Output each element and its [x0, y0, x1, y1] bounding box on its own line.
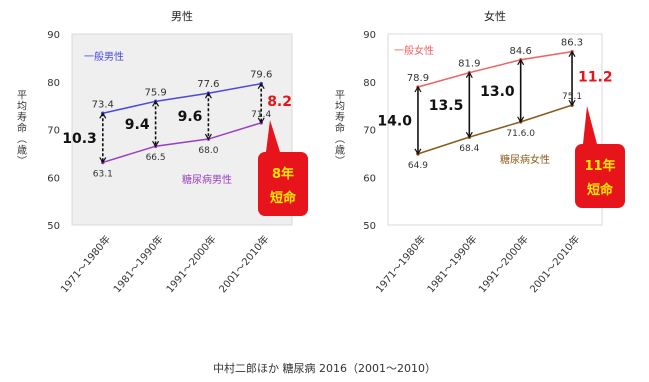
female-series-line-diabetes: [417, 104, 573, 155]
female-gap-arrowhead-top: [465, 71, 473, 78]
male-x-tick-label: 1981〜1990年: [110, 233, 166, 296]
female-gap-arrowhead-top: [414, 85, 422, 93]
male-y-tick-label: 50: [47, 221, 60, 232]
female-x-tick-label: 2001〜2010年: [527, 233, 583, 296]
male-series-label: 糖尿病男性: [182, 173, 232, 186]
male-series-label: 一般男性: [84, 50, 124, 63]
male-callout-box: [258, 152, 308, 216]
male-x-tick-label: 1971〜1980年: [58, 233, 114, 296]
female-bottom-value-label: 71.6.0: [506, 129, 535, 139]
male-gap-value-last: 8.2: [267, 94, 292, 110]
male-callout-shortened: 短命: [270, 190, 297, 206]
female-gap-value: 13.5: [429, 98, 464, 114]
female-gap-arrowhead-top: [568, 50, 576, 57]
male-y-tick-label: 60: [47, 173, 60, 184]
male-x-tick-label: 1991〜2000年: [163, 233, 219, 296]
female-callout-box: [575, 144, 625, 208]
male-callout-years: 8年: [272, 166, 294, 182]
female-series-label: 糖尿病女性: [500, 153, 550, 166]
female-gap-arrowhead-bottom: [465, 131, 473, 139]
female-gap-value: 14.0: [377, 113, 412, 129]
male-y-axis-label: 平均寿命（歳）: [15, 90, 27, 167]
female-callout-pointer: [583, 106, 597, 144]
female-gap-value-last: 11.2: [578, 69, 613, 85]
male-gap-value: 9.4: [125, 117, 150, 133]
female-x-tick-label: 1981〜1990年: [424, 233, 480, 296]
male-callout-pointer: [266, 120, 280, 152]
male-gap-value: 9.6: [178, 109, 203, 125]
male-bottom-value-label: 63.1: [93, 169, 113, 179]
male-y-tick-label: 80: [47, 78, 60, 89]
female-gap-arrowhead-bottom: [568, 99, 576, 107]
male-plot-area: [71, 33, 293, 226]
male-gap-arrowhead-bottom: [152, 140, 160, 148]
female-series-line-general: [417, 50, 573, 88]
male-top-value-label: 77.6: [197, 79, 219, 90]
female-gap-arrowhead-bottom: [414, 148, 422, 156]
male-y-tick-label: 90: [47, 30, 60, 41]
female-y-axis-label: 平均寿命（歳）: [333, 90, 345, 167]
male-gap-value: 10.3: [62, 131, 97, 147]
male-chart-title: 男性: [171, 9, 193, 23]
female-gap-value: 13.0: [480, 84, 515, 100]
female-x-tick-label: 1971〜1980年: [373, 233, 429, 296]
female-gap-arrowhead-top: [517, 58, 525, 66]
male-x-tick-label: 2001〜2010年: [216, 233, 272, 296]
female-series-label: 一般女性: [394, 44, 434, 57]
male-bottom-value-label: 66.5: [146, 153, 166, 163]
male-gap-arrowhead-bottom: [204, 133, 212, 141]
female-callout-years: 11年: [584, 158, 615, 174]
male-gap-arrowhead-top: [204, 92, 212, 99]
male-gap-arrowhead-bottom: [257, 117, 265, 124]
female-callout-shortened: 短命: [587, 182, 614, 198]
female-gap-arrowhead-bottom: [517, 116, 525, 124]
female-top-value-label: 81.9: [458, 59, 480, 70]
female-top-value-label: 84.6: [510, 46, 532, 57]
female-y-tick-label: 50: [363, 221, 376, 232]
male-top-value-label: 75.9: [144, 87, 166, 98]
male-gap-arrowhead-top: [99, 112, 107, 119]
female-y-tick-label: 80: [363, 78, 376, 89]
female-chart-title: 女性: [484, 9, 506, 23]
male-gap-arrowhead-top: [152, 100, 160, 107]
male-top-value-label: 73.4: [92, 99, 114, 110]
female-y-tick-label: 90: [363, 30, 376, 41]
source-note: 中村二郎ほか 糖尿病 2016（2001〜2010）: [213, 362, 436, 375]
female-y-tick-label: 70: [363, 126, 376, 137]
male-gap-arrowhead-bottom: [99, 157, 107, 164]
male-top-value-label: 79.6: [250, 70, 272, 81]
female-x-tick-label: 1991〜2000年: [475, 233, 531, 296]
male-bottom-value-label: 68.0: [198, 146, 218, 156]
female-top-value-label: 78.9: [407, 73, 429, 84]
female-top-value-label: 86.3: [561, 38, 583, 49]
male-series-line-diabetes: [102, 122, 262, 164]
male-series-line-general: [102, 82, 262, 114]
male-gap-arrowhead-top: [257, 82, 265, 89]
male-y-tick-label: 70: [47, 126, 60, 137]
female-y-tick-label: 60: [363, 173, 376, 184]
female-bottom-value-label: 75.1: [562, 92, 582, 102]
female-bottom-value-label: 68.4: [459, 144, 479, 154]
male-bottom-value-label: 71.4: [251, 110, 271, 120]
female-bottom-value-label: 64.9: [408, 161, 428, 171]
